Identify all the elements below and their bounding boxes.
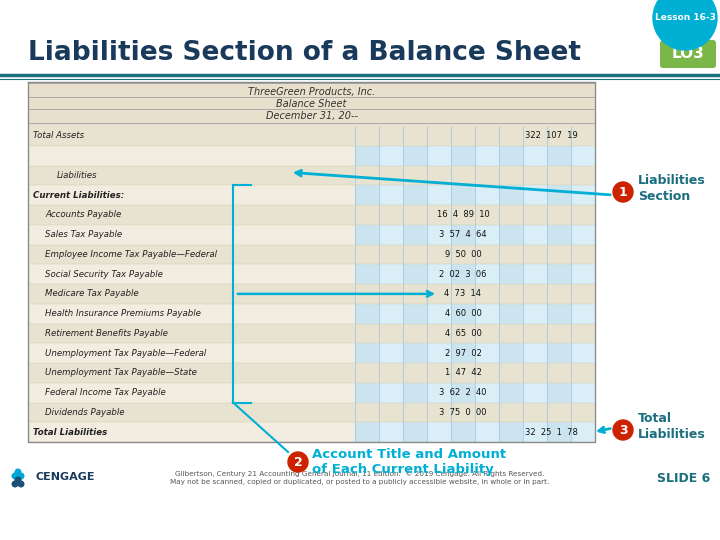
- FancyBboxPatch shape: [475, 126, 499, 442]
- FancyBboxPatch shape: [571, 126, 595, 442]
- Text: Gilbertson, Century 21 Accounting General Journal, 11 Edition.  © 2019 Cengage. : Gilbertson, Century 21 Accounting Genera…: [171, 471, 549, 485]
- FancyBboxPatch shape: [499, 126, 523, 442]
- Circle shape: [12, 473, 18, 479]
- Text: Sales Tax Payable: Sales Tax Payable: [45, 230, 122, 239]
- Text: Accounts Payable: Accounts Payable: [45, 211, 121, 219]
- FancyBboxPatch shape: [28, 284, 595, 303]
- Text: 3  62  2  40: 3 62 2 40: [439, 388, 487, 397]
- FancyBboxPatch shape: [523, 126, 547, 442]
- Text: Total
Liabilities: Total Liabilities: [638, 411, 706, 441]
- Text: Federal Income Tax Payable: Federal Income Tax Payable: [45, 388, 166, 397]
- Text: Lesson 16-3: Lesson 16-3: [654, 12, 716, 22]
- FancyBboxPatch shape: [427, 126, 451, 442]
- FancyBboxPatch shape: [28, 363, 595, 383]
- FancyBboxPatch shape: [547, 126, 571, 442]
- Text: 4  65  00: 4 65 00: [444, 329, 482, 338]
- Text: Dividends Payable: Dividends Payable: [45, 408, 125, 417]
- Text: 3  75  0  00: 3 75 0 00: [439, 408, 487, 417]
- Circle shape: [18, 481, 24, 487]
- Text: Current Liabilities:: Current Liabilities:: [33, 191, 125, 200]
- Circle shape: [12, 481, 18, 487]
- Text: ThreeGreen Products, Inc.: ThreeGreen Products, Inc.: [248, 87, 375, 97]
- FancyBboxPatch shape: [28, 82, 595, 442]
- Text: 322  107  19: 322 107 19: [526, 131, 578, 140]
- Text: Balance Sheet: Balance Sheet: [276, 99, 347, 109]
- FancyBboxPatch shape: [28, 323, 595, 343]
- Text: SLIDE 6: SLIDE 6: [657, 471, 710, 484]
- Text: Account Title and Amount
of Each Current Liability: Account Title and Amount of Each Current…: [312, 448, 506, 476]
- Text: 3  57  4  64: 3 57 4 64: [439, 230, 487, 239]
- FancyBboxPatch shape: [379, 126, 403, 442]
- Circle shape: [613, 420, 633, 440]
- Text: 2: 2: [294, 456, 302, 469]
- Text: Total Assets: Total Assets: [33, 131, 84, 140]
- Circle shape: [288, 452, 308, 472]
- Circle shape: [15, 477, 21, 483]
- FancyBboxPatch shape: [355, 126, 379, 442]
- Text: Employee Income Tax Payable—Federal: Employee Income Tax Payable—Federal: [45, 250, 217, 259]
- FancyBboxPatch shape: [28, 245, 595, 264]
- FancyBboxPatch shape: [660, 40, 716, 68]
- Text: 9  50  00: 9 50 00: [445, 250, 482, 259]
- Circle shape: [613, 182, 633, 202]
- FancyBboxPatch shape: [403, 126, 427, 442]
- FancyBboxPatch shape: [28, 402, 595, 422]
- Text: 3: 3: [618, 423, 627, 436]
- FancyBboxPatch shape: [28, 126, 595, 146]
- Text: 2  97  02: 2 97 02: [444, 349, 482, 357]
- Circle shape: [15, 469, 21, 475]
- Text: Liabilities Section of a Balance Sheet: Liabilities Section of a Balance Sheet: [28, 40, 581, 66]
- Text: 1  47  42: 1 47 42: [444, 368, 482, 377]
- Text: Medicare Tax Payable: Medicare Tax Payable: [45, 289, 139, 299]
- Text: Unemployment Tax Payable—State: Unemployment Tax Payable—State: [45, 368, 197, 377]
- Text: Liabilities
Section: Liabilities Section: [638, 173, 706, 202]
- Text: 32  25  1  78: 32 25 1 78: [526, 428, 578, 437]
- FancyBboxPatch shape: [451, 126, 475, 442]
- Circle shape: [653, 0, 717, 50]
- Text: 4  60  00: 4 60 00: [444, 309, 482, 318]
- Text: Total Liabilities: Total Liabilities: [33, 428, 107, 437]
- Text: 16  4  89  10: 16 4 89 10: [436, 211, 490, 219]
- Text: Unemployment Tax Payable—Federal: Unemployment Tax Payable—Federal: [45, 349, 206, 357]
- Text: Social Security Tax Payable: Social Security Tax Payable: [45, 269, 163, 279]
- Text: LO3: LO3: [672, 46, 704, 62]
- Text: December 31, 20--: December 31, 20--: [266, 111, 358, 121]
- FancyBboxPatch shape: [28, 165, 595, 185]
- Text: Retirement Benefits Payable: Retirement Benefits Payable: [45, 329, 168, 338]
- FancyBboxPatch shape: [28, 205, 595, 225]
- Text: 2  02  3  06: 2 02 3 06: [439, 269, 487, 279]
- Text: 1: 1: [618, 186, 627, 199]
- Text: 4  73  14: 4 73 14: [444, 289, 482, 299]
- FancyBboxPatch shape: [28, 82, 595, 126]
- Text: Liabilities: Liabilities: [57, 171, 97, 180]
- Text: Health Insurance Premiums Payable: Health Insurance Premiums Payable: [45, 309, 201, 318]
- Text: CENGAGE: CENGAGE: [36, 472, 96, 482]
- Circle shape: [18, 473, 24, 479]
